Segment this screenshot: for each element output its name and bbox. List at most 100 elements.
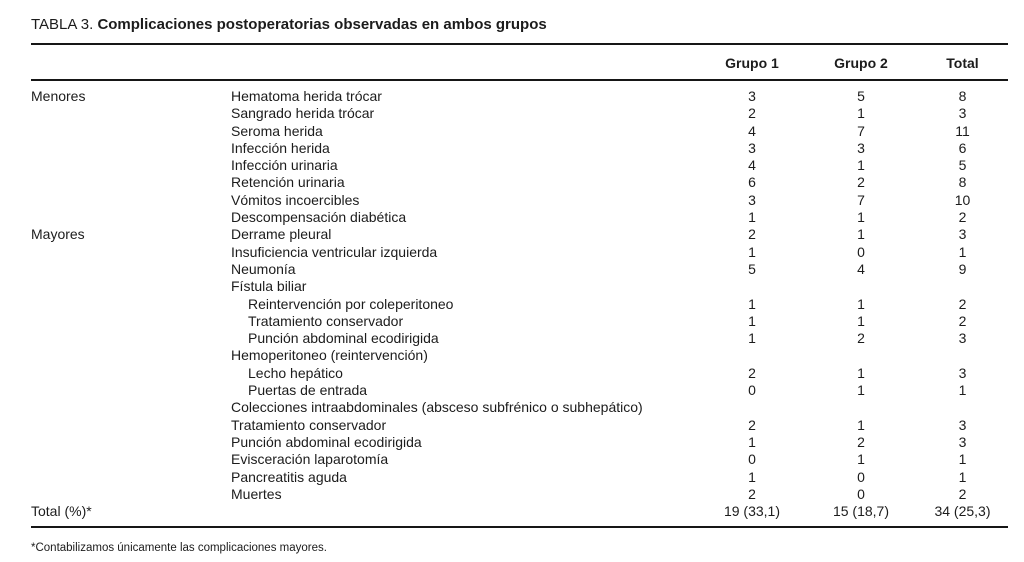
table-row: Sangrado herida trócar 2 1 3 <box>31 105 1008 122</box>
row-complication: Tratamiento conservador <box>231 416 387 433</box>
row-category <box>31 451 231 468</box>
row-category <box>31 157 231 174</box>
total-row-label: Total (%)* <box>31 503 92 520</box>
row-total-value: 9 <box>958 260 967 277</box>
row-category <box>31 261 231 278</box>
top-rule <box>31 43 1008 45</box>
table-row: Pancreatitis aguda 1 0 1 <box>31 469 1008 486</box>
row-grupo1-value <box>699 399 805 416</box>
row-total-value <box>917 399 1008 416</box>
row-total-value: 5 <box>958 157 967 174</box>
table-row: Muertes 2 0 2 <box>31 486 1008 503</box>
row-grupo2-value: 1 <box>857 157 865 174</box>
row-total-value: 3 <box>958 416 967 433</box>
row-total-value: 2 <box>958 295 967 312</box>
row-grupo1-value: 2 <box>748 416 756 433</box>
row-complication: Hematoma herida trócar <box>231 88 382 104</box>
table-row: Neumonía 5 4 9 <box>31 261 1008 278</box>
table-row: Mayores Derrame pleural 2 1 3 <box>31 226 1008 243</box>
row-category <box>31 313 231 330</box>
row-complication: Puertas de entrada <box>248 382 368 399</box>
row-total-value: 3 <box>958 433 967 450</box>
row-grupo2-value: 0 <box>857 468 865 485</box>
table-row: Punción abdominal ecodirigida 1 2 3 <box>31 434 1008 451</box>
row-total-value <box>917 278 1008 295</box>
table-row: Puertas de entrada 0 1 1 <box>31 382 1008 399</box>
row-total-value <box>917 347 1008 364</box>
row-complication: Tratamiento conservador <box>248 312 404 329</box>
total-total-value: 34 (25,3) <box>934 503 991 520</box>
row-grupo2-value: 1 <box>857 226 865 243</box>
table-row: Reintervención por coleperitoneo 1 1 2 <box>31 296 1008 313</box>
row-grupo1-value: 4 <box>748 122 756 139</box>
row-category <box>31 399 231 416</box>
row-grupo1-value: 2 <box>748 226 756 243</box>
row-grupo1-value: 5 <box>748 260 756 277</box>
row-complication: Muertes <box>231 485 282 502</box>
row-category <box>31 330 231 347</box>
row-total-value: 1 <box>958 451 967 468</box>
row-complication: Lecho hepático <box>248 364 343 381</box>
row-grupo1-value: 6 <box>748 174 756 191</box>
table-row: Vómitos incoercibles 3 7 10 <box>31 192 1008 209</box>
row-grupo1-value: 1 <box>748 330 756 347</box>
row-complication: Infección urinaria <box>231 157 338 174</box>
row-grupo1-value: 2 <box>748 364 756 381</box>
row-grupo2-value: 1 <box>857 382 865 399</box>
row-grupo1-value: 1 <box>748 243 756 260</box>
row-grupo1-value: 1 <box>748 209 756 226</box>
row-complication: Retención urinaria <box>231 174 345 191</box>
table-row: Lecho hepático 2 1 3 <box>31 365 1008 382</box>
table-row: Infección urinaria 4 1 5 <box>31 157 1008 174</box>
row-total-value: 3 <box>958 330 967 347</box>
row-total-value: 1 <box>958 243 967 260</box>
row-complication: Pancreatitis aguda <box>231 468 347 485</box>
row-grupo2-value: 1 <box>857 451 865 468</box>
table-total-row: Total (%)* 19 (33,1) 15 (18,7) 34 (25,3) <box>31 503 1008 520</box>
row-grupo1-value: 3 <box>748 88 756 104</box>
table-row: Seroma herida 4 7 11 <box>31 123 1008 140</box>
row-complication: Evisceración laparotomía <box>231 451 389 468</box>
table-title-text: Complicaciones postoperatorias observada… <box>97 16 547 33</box>
row-category <box>31 209 231 226</box>
column-header-total: Total <box>946 54 979 71</box>
row-complication: Colecciones intraabdominales (absceso su… <box>231 399 643 416</box>
row-complication: Sangrado herida trócar <box>231 105 375 122</box>
row-grupo2-value: 1 <box>857 295 865 312</box>
row-complication: Fístula biliar <box>231 278 307 295</box>
row-grupo2-value <box>805 278 917 295</box>
row-total-value: 3 <box>958 105 967 122</box>
row-total-value: 1 <box>958 468 967 485</box>
total-row-spacer <box>231 503 699 520</box>
row-category: Menores <box>31 88 86 104</box>
row-grupo2-value: 1 <box>857 105 865 122</box>
row-grupo2-value: 7 <box>857 122 865 139</box>
row-complication: Infección herida <box>231 139 330 156</box>
row-category <box>31 174 231 191</box>
row-total-value: 6 <box>958 139 967 156</box>
row-category <box>31 105 231 122</box>
row-grupo2-value: 0 <box>857 485 865 502</box>
row-category <box>31 192 231 209</box>
row-category <box>31 417 231 434</box>
row-total-value: 8 <box>958 174 967 191</box>
table-footnote: *Contabilizamos únicamente las complicac… <box>31 542 327 555</box>
row-grupo2-value: 1 <box>857 312 865 329</box>
row-grupo1-value: 3 <box>748 139 756 156</box>
row-grupo2-value: 3 <box>857 139 865 156</box>
bottom-rule <box>31 526 1008 529</box>
table-row: Insuficiencia ventricular izquierda 1 0 … <box>31 244 1008 261</box>
row-category <box>31 140 231 157</box>
row-complication: Vómitos incoercibles <box>231 191 360 208</box>
row-grupo2-value: 2 <box>857 433 865 450</box>
row-total-value: 3 <box>958 364 967 381</box>
row-category <box>31 382 231 399</box>
row-grupo1-value: 1 <box>748 468 756 485</box>
row-category: Mayores <box>31 226 85 243</box>
row-category <box>31 278 231 295</box>
table-caption: TABLA 3. Complicaciones postoperatorias … <box>31 14 1008 36</box>
total-grupo1-value: 19 (33,1) <box>723 503 781 520</box>
row-category <box>31 244 231 261</box>
table-row: Punción abdominal ecodirigida 1 2 3 <box>31 330 1008 347</box>
row-grupo1-value: 2 <box>748 105 756 122</box>
